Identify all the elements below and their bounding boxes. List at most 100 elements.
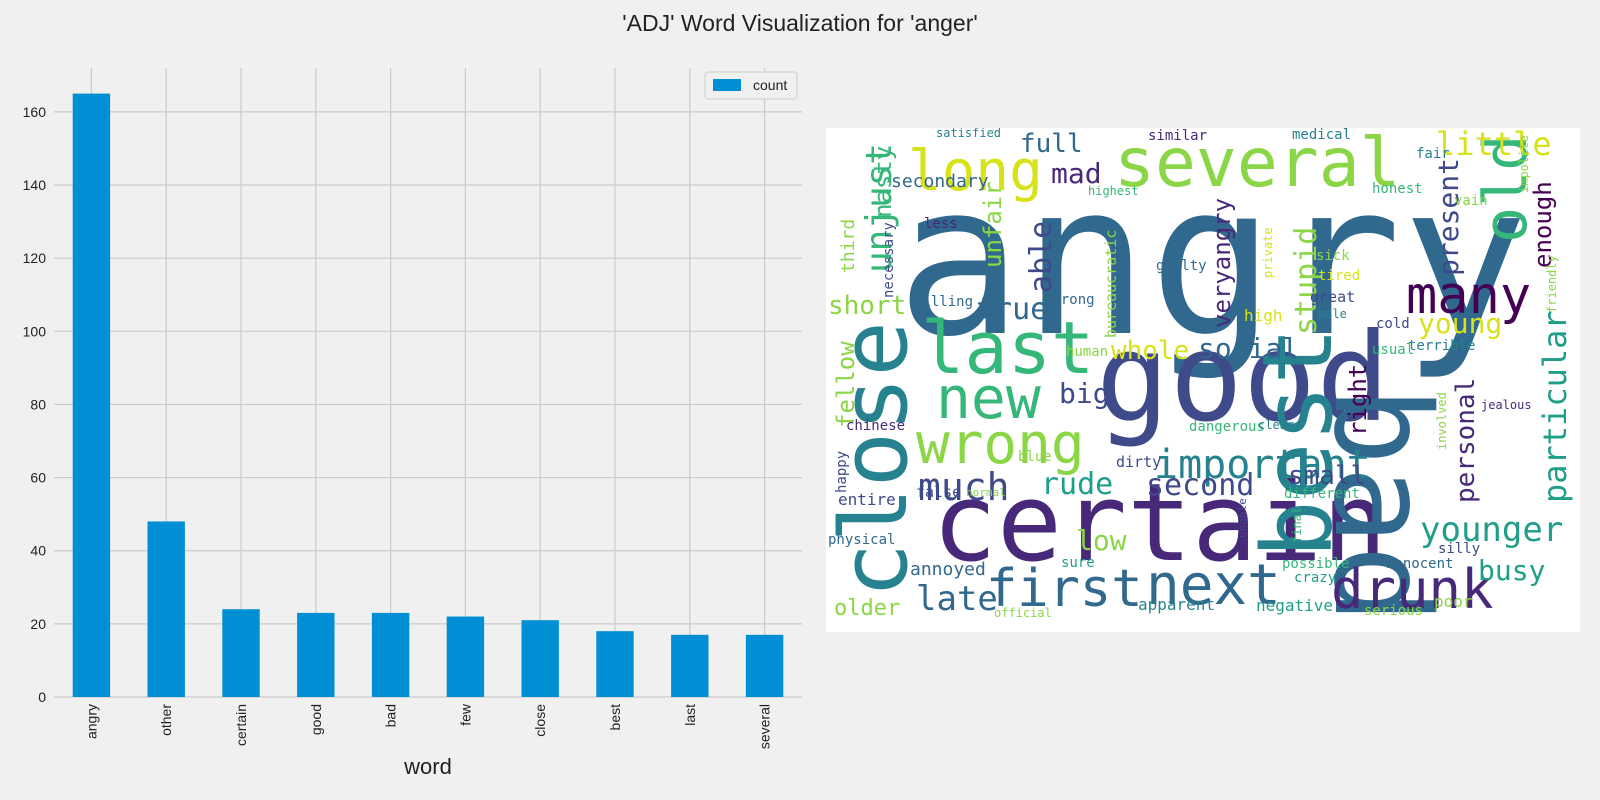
wordcloud-word-clear: clear: [1258, 418, 1294, 432]
wordcloud-word-enough: enough: [1529, 181, 1557, 268]
wordcloud-word-final: final: [1290, 507, 1304, 543]
wordcloud-word-big: big: [1059, 377, 1110, 410]
wordcloud-word-serious: serious: [1364, 603, 1423, 619]
bar-chart: 0 20 40 60 80 100 120 140 160 angry other certain g…: [23, 68, 802, 779]
wordcloud-word-personal: personal: [1451, 378, 1481, 503]
wordcloud-word-great: great: [1310, 288, 1355, 306]
y-tick-label: 0: [38, 689, 46, 705]
wordcloud-word-high: high: [1244, 306, 1283, 325]
wordcloud-word-necessary: necessary: [881, 222, 897, 298]
x-tick-label: last: [682, 704, 698, 726]
wordcloud-word-low: low: [1076, 524, 1127, 557]
wordcloud-word-much: much: [918, 465, 1010, 509]
wordcloud-word-apparent: apparent: [1138, 595, 1215, 614]
wordcloud-word-small: small: [1288, 461, 1366, 491]
bar-last: [671, 634, 709, 697]
wordcloud-word-innocent: innocent: [1386, 556, 1453, 572]
wordcloud-word-terrible: terrible: [1408, 338, 1475, 354]
wordcloud-word-angry: angry: [896, 138, 1528, 383]
wordcloud-word-similar: similar: [1148, 128, 1207, 144]
figure-title: 'ADJ' Word Visualization for 'anger': [622, 10, 978, 36]
y-tick-label: 100: [23, 323, 47, 339]
wordcloud-word-sick: sick: [1316, 248, 1350, 264]
wordcloud-word-next: next: [1146, 553, 1281, 618]
x-tick-label: best: [607, 704, 623, 731]
x-tick-label: angry: [83, 704, 99, 739]
x-tick-label: close: [532, 704, 548, 737]
wordcloud-word-true: true: [976, 292, 1048, 327]
wordcloud-word-blue: blue: [1018, 449, 1052, 465]
bar-bad: [371, 612, 410, 697]
bar-few: [446, 616, 485, 697]
wordcloud-word-crazy: crazy: [1294, 570, 1336, 586]
x-tick-label: bad: [383, 704, 399, 727]
y-tick-labels: 0 20 40 60 80 100 120 140 160: [23, 104, 47, 705]
bars: [72, 93, 784, 698]
wordcloud-word-second: second: [1146, 468, 1254, 503]
wordcloud-word-dangerous: dangerous: [1189, 419, 1265, 435]
wordcloud-word-impolite: impolite: [1517, 135, 1531, 193]
y-tick-label: 160: [23, 104, 47, 120]
wordcloud-word-private: private: [1261, 227, 1275, 278]
wordcloud-word-last: last: [921, 306, 1094, 390]
wordcloud-word-false: false: [916, 483, 961, 501]
legend-label: count: [753, 77, 787, 93]
wordcloud-word-unable: unable: [1236, 498, 1249, 538]
x-tick-label: few: [457, 703, 473, 726]
wordcloud-word-medical: medical: [1292, 128, 1351, 143]
legend-swatch: [713, 79, 741, 91]
wordcloud-word-different: different: [1284, 486, 1360, 502]
wordcloud-word-highest: highest: [1088, 184, 1139, 198]
wordcloud-word-unjust: unjust: [859, 143, 900, 273]
wordcloud-word-short: short: [828, 291, 906, 321]
wordcloud-word-right: right: [1344, 364, 1372, 436]
wordcloud-word-new: new: [936, 364, 1041, 432]
wordcloud-word-rude: rude: [1041, 467, 1113, 502]
wordcloud-word-fair: fair: [1416, 146, 1450, 162]
wordcloud-word-present: present: [1432, 158, 1465, 276]
wordcloud-word-wrong: wrong: [916, 412, 1085, 477]
wordcloud-word-veryangry: veryangry: [1208, 198, 1236, 328]
wordcloud-word-particular: particular: [1536, 310, 1574, 503]
bar-angry: [72, 93, 111, 698]
wordcloud-word-drunk: drunk: [1331, 558, 1494, 621]
wordcloud-word-guilty: guilty: [1156, 258, 1207, 274]
wordcloud-word-sure: sure: [1061, 555, 1095, 571]
x-tick-label: other: [158, 704, 174, 736]
bar-other: [147, 521, 185, 697]
wordcloud-word-less: less: [924, 216, 958, 232]
x-axis-label: word: [403, 754, 452, 779]
wordcloud-word-friendly: friendly: [1545, 255, 1559, 313]
wordcloud-word-dirty: dirty: [1116, 453, 1161, 471]
wordcloud-word-late: late: [916, 579, 998, 619]
wordcloud-word-younger: younger: [1420, 510, 1563, 550]
wordcloud-word-jealous: jealous: [1481, 398, 1532, 412]
x-tick-labels: angry other certain good bad few close best last…: [83, 703, 772, 749]
wordcloud-word-secondary: secondary: [891, 171, 989, 192]
wordcloud-word-usual: usual: [1372, 342, 1414, 358]
wordcloud-word-cold: cold: [1376, 316, 1410, 332]
wordcloud-word-nasty: nasty: [869, 146, 897, 218]
y-tick-label: 20: [30, 616, 46, 632]
word-cloud: angry certain good bad best close several last n…: [826, 128, 1580, 632]
wordcloud-word-silly: silly: [1438, 541, 1480, 557]
wordcloud-word-young: young: [1418, 307, 1502, 340]
wordcloud-word-best: best: [1242, 327, 1354, 558]
wordcloud-word-happy: happy: [834, 451, 850, 493]
wordcloud-word-close: close: [826, 321, 928, 598]
wordcloud-word-negative: negative: [1256, 596, 1333, 615]
bar-several: [745, 634, 784, 697]
wordcloud-word-annoyed: annoyed: [910, 559, 986, 580]
wordcloud-word-certain: certain: [932, 461, 1387, 586]
bar-good: [297, 612, 335, 697]
legend: count: [704, 71, 798, 100]
y-tick-label: 60: [30, 470, 46, 486]
wordcloud-word-human: human: [1066, 344, 1108, 360]
x-tick-label: good: [308, 704, 324, 735]
y-tick-label: 120: [23, 250, 47, 266]
wordcloud-word-official: official: [994, 606, 1052, 620]
wordcloud-word-little: little: [1436, 128, 1552, 163]
wordcloud-word-tired: tired: [1318, 268, 1360, 284]
wordcloud-word-first: first: [986, 559, 1143, 619]
y-tick-label: 80: [30, 396, 46, 412]
